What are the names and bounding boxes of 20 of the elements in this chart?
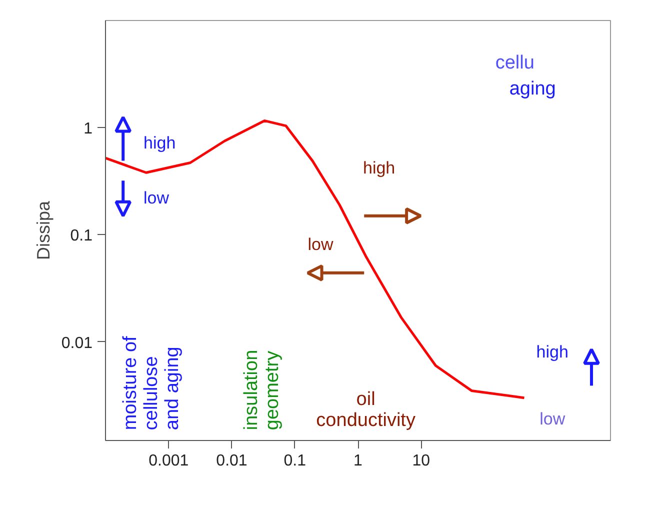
y-tick-label: 0.01	[61, 334, 93, 352]
annotation: oil conductivity	[316, 389, 416, 432]
annotation: low	[540, 410, 566, 429]
annotation: high	[144, 133, 176, 152]
annotation: aging	[509, 78, 556, 100]
y-tick-label: 0.1	[70, 228, 93, 245]
x-tick-label: 0.01	[216, 452, 248, 470]
x-tick-label: 0.1	[284, 452, 306, 470]
x-tick-label: 0.001	[148, 452, 189, 470]
annotation: insulation geometry	[240, 350, 283, 430]
annotation: high	[536, 342, 568, 362]
x-tick-label: 10	[412, 452, 430, 470]
annotation: moisture of cellulose and aging	[120, 335, 184, 430]
annotation: low	[308, 235, 334, 254]
y-tick-label: 1	[84, 120, 93, 138]
annotation: low	[144, 188, 170, 208]
annotation: cellu	[495, 52, 534, 74]
x-tick-label: 1	[354, 452, 363, 470]
y-axis-title: Dissipa	[33, 200, 54, 260]
annotation: high	[363, 158, 396, 178]
